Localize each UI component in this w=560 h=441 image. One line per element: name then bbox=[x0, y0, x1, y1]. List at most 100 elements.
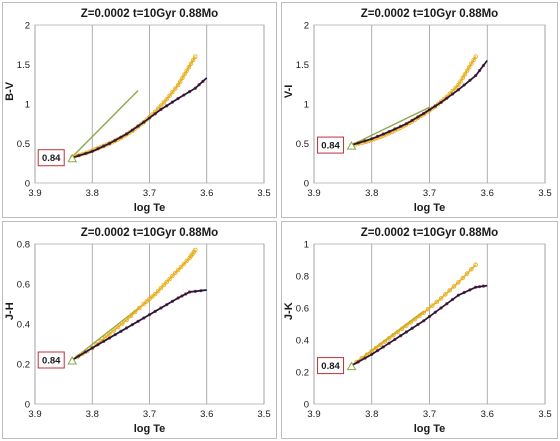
y-tick-label: 0.2 bbox=[296, 368, 309, 379]
gold-point bbox=[438, 296, 444, 301]
x-axis-label: log Te bbox=[414, 423, 446, 435]
gold-point bbox=[161, 282, 167, 288]
gold-point bbox=[412, 316, 418, 322]
gold-point bbox=[469, 61, 474, 66]
gold-point bbox=[178, 264, 184, 270]
chart-svg: Z=0.0002 t=10Gyr 0.88Mo 3.9 3.8 3.7 3.6 3.5 0 0… bbox=[283, 227, 552, 435]
gold-point bbox=[469, 266, 474, 272]
gold-point bbox=[456, 82, 461, 88]
gold-marker-curve bbox=[351, 56, 477, 146]
y-tick-label: 2 bbox=[304, 21, 309, 32]
y-tick-label: 1.5 bbox=[17, 60, 30, 71]
gold-point bbox=[460, 75, 465, 81]
x-axis-label: log Te bbox=[134, 202, 166, 214]
y-tick-label: 0.8 bbox=[17, 240, 30, 251]
gold-point bbox=[443, 292, 448, 297]
gold-point bbox=[180, 75, 185, 81]
chart-panel-j-h: Z=0.0002 t=10Gyr 0.88Mo 3.9 3.8 3.7 3.6 3.5 0 0… bbox=[2, 221, 277, 439]
gold-point bbox=[417, 313, 422, 319]
gold-point bbox=[175, 82, 181, 88]
mass-label-box bbox=[317, 357, 345, 375]
y-tick-label: 0 bbox=[25, 400, 30, 411]
gold-point bbox=[147, 296, 152, 302]
gold-point bbox=[190, 57, 196, 63]
x-tick-label: 3.5 bbox=[257, 409, 270, 420]
gold-point bbox=[373, 345, 379, 351]
green-reference-line bbox=[71, 90, 139, 158]
gold-point bbox=[111, 328, 116, 333]
x-tick-label: 3.7 bbox=[143, 188, 156, 199]
gold-point bbox=[150, 294, 155, 299]
x-tick-label: 3.9 bbox=[28, 409, 41, 420]
gold-point bbox=[164, 279, 169, 285]
gold-point bbox=[408, 320, 413, 325]
chart-svg: Z=0.0002 t=10Gyr 0.88Mo 3.9 3.8 3.7 3.6 3.5 0 0… bbox=[4, 8, 271, 214]
gold-point bbox=[430, 303, 435, 308]
start-triangle-marker bbox=[346, 141, 357, 150]
gold-point bbox=[141, 301, 147, 307]
gold-point bbox=[425, 306, 431, 312]
y-tick-label: 0 bbox=[25, 179, 30, 190]
x-tick-label: 3.5 bbox=[257, 188, 270, 199]
y-axis-label: V-I bbox=[283, 85, 295, 98]
dark-model-curve bbox=[351, 59, 488, 146]
gold-point bbox=[404, 323, 409, 328]
gold-marker-curve bbox=[71, 249, 196, 361]
gold-point bbox=[471, 57, 476, 63]
gold-marker-curve bbox=[71, 56, 196, 158]
mass-label-text: 0.84 bbox=[42, 356, 61, 367]
y-tick-label: 0.5 bbox=[17, 139, 30, 150]
gold-point bbox=[128, 313, 134, 319]
gold-point bbox=[186, 65, 192, 70]
gold-point bbox=[378, 342, 383, 348]
chart-panel-b-v: Z=0.0002 t=10Gyr 0.88Mo 3.9 3.8 3.7 3.6 3.5 0 0… bbox=[2, 2, 277, 218]
x-tick-label: 3.6 bbox=[200, 188, 213, 199]
gold-point bbox=[137, 305, 142, 311]
gold-point bbox=[473, 54, 478, 59]
gold-point bbox=[181, 261, 187, 267]
chart-panel-j-k: Z=0.0002 t=10Gyr 0.88Mo 3.9 3.8 3.7 3.6 3.5 0 0… bbox=[281, 221, 558, 439]
y-tick-label: 0.5 bbox=[296, 139, 309, 150]
y-tick-label: 0.2 bbox=[17, 360, 30, 371]
x-axis-label: log Te bbox=[134, 423, 166, 435]
gold-point bbox=[447, 288, 452, 293]
gold-point bbox=[421, 310, 426, 316]
gold-point bbox=[188, 61, 194, 66]
y-tick-label: 0 bbox=[304, 400, 309, 411]
y-tick-label: 0.6 bbox=[17, 280, 30, 291]
gold-point bbox=[167, 93, 172, 98]
gold-point bbox=[173, 86, 178, 91]
mass-label-text: 0.84 bbox=[42, 153, 61, 164]
gold-point bbox=[399, 326, 405, 332]
x-tick-label: 3.6 bbox=[481, 188, 494, 199]
chart-title: Z=0.0002 t=10Gyr 0.88Mo bbox=[361, 227, 498, 239]
gold-point bbox=[124, 317, 129, 323]
y-tick-label: 0.6 bbox=[296, 304, 309, 315]
y-axis-label: J-H bbox=[4, 302, 16, 320]
gold-point bbox=[164, 97, 169, 102]
chart-title: Z=0.0002 t=10Gyr 0.88Mo bbox=[81, 227, 218, 239]
gold-point bbox=[462, 72, 468, 77]
gold-point bbox=[79, 351, 85, 357]
y-tick-label: 0.4 bbox=[17, 320, 30, 331]
y-tick-label: 1 bbox=[304, 100, 309, 111]
chart-panel-v-i: Z=0.0002 t=10Gyr 0.88Mo 3.9 3.8 3.7 3.6 3.5 0 0… bbox=[281, 2, 558, 218]
gold-point bbox=[132, 309, 138, 315]
gold-point bbox=[144, 299, 149, 304]
gold-point bbox=[464, 271, 470, 276]
gold-point bbox=[152, 291, 158, 297]
gold-point bbox=[193, 54, 198, 59]
gold-point bbox=[175, 267, 181, 273]
mass-label-text: 0.84 bbox=[321, 141, 340, 152]
x-tick-label: 3.9 bbox=[307, 188, 320, 199]
x-tick-label: 3.5 bbox=[538, 409, 551, 420]
y-tick-label: 0 bbox=[304, 179, 309, 190]
y-tick-label: 1.5 bbox=[296, 60, 309, 71]
gold-point bbox=[453, 85, 458, 91]
gold-point bbox=[386, 336, 392, 341]
gold-point bbox=[382, 339, 387, 344]
gold-point bbox=[170, 89, 175, 95]
y-tick-label: 0.4 bbox=[296, 336, 309, 347]
gold-point bbox=[115, 324, 121, 330]
gold-point bbox=[456, 280, 461, 285]
